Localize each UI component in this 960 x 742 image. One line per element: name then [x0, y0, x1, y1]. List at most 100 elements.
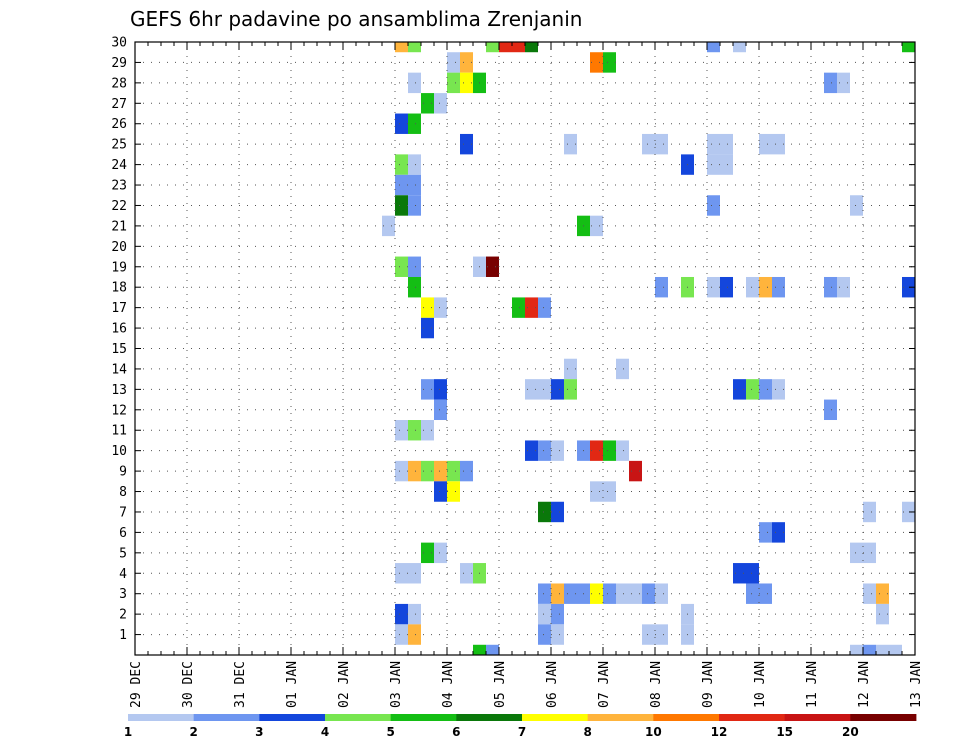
y-axis-labels: 1234567891011121314151617181920212223242…	[111, 36, 127, 644]
precip-cell	[837, 72, 850, 94]
precip-cell	[395, 256, 408, 277]
colorbar-label: 10	[645, 725, 662, 739]
precip-cell	[512, 297, 525, 318]
precip-cell	[408, 624, 421, 645]
precip-cell	[408, 154, 421, 175]
precip-cell	[408, 42, 421, 53]
cells-layer	[382, 42, 915, 655]
precip-cell	[395, 174, 408, 196]
precip-cell	[434, 399, 447, 421]
precip-cell	[525, 440, 538, 461]
colorbar-label: 12	[711, 725, 728, 739]
precip-cell	[395, 624, 408, 645]
x-tick-label: 12 JAN	[857, 661, 872, 708]
y-tick-label: 18	[111, 281, 127, 296]
x-axis-labels: 29 DEC 30 DEC 31 DEC 01 JAN 02 JAN 03 JAN 04 J…	[129, 661, 924, 708]
colorbar-label: 6	[452, 725, 460, 739]
precip-cell	[434, 460, 447, 482]
precip-cell	[850, 542, 863, 564]
precip-cell	[590, 215, 603, 237]
precip-cell	[733, 563, 746, 584]
precip-cell	[473, 644, 486, 655]
y-tick-label: 30	[111, 36, 127, 51]
colorbar-label: 5	[386, 725, 394, 739]
precip-cell	[629, 583, 642, 604]
precip-cell	[863, 501, 876, 523]
precip-cell	[421, 297, 434, 318]
colorbar-swatch	[456, 714, 523, 721]
precip-cell	[863, 583, 876, 604]
precip-cell	[499, 42, 512, 53]
precip-cell	[460, 52, 473, 73]
precip-cell	[486, 42, 499, 53]
colorbar-label: 2	[189, 725, 197, 739]
precip-cell	[538, 379, 551, 400]
precip-cell	[707, 195, 720, 216]
precip-cell	[837, 276, 850, 298]
precip-cell	[538, 440, 551, 461]
precip-cell	[564, 583, 577, 604]
precip-cell	[395, 195, 408, 216]
y-tick-label: 23	[111, 179, 127, 194]
precip-cell	[434, 379, 447, 400]
colorbar-label: 8	[583, 725, 591, 739]
precip-cell	[590, 440, 603, 461]
x-tick-label: 11 JAN	[805, 661, 820, 708]
plot-frame	[134, 41, 916, 656]
precip-cell	[551, 440, 564, 461]
y-tick-label: 8	[119, 485, 127, 500]
precip-cell	[772, 522, 785, 543]
precip-cell	[655, 133, 668, 155]
x-tick-label: 31 DEC	[233, 661, 248, 708]
precip-cell	[603, 583, 616, 604]
precip-cell	[746, 583, 759, 604]
precip-cell	[512, 42, 525, 53]
y-tick-label: 12	[111, 403, 127, 418]
precip-cell	[460, 133, 473, 155]
x-tick-label: 30 DEC	[181, 661, 196, 708]
precip-cell	[772, 133, 785, 155]
precip-cell	[395, 420, 408, 441]
precip-cell	[525, 379, 538, 400]
precip-cell	[850, 644, 863, 655]
x-tick-label: 10 JAN	[753, 661, 768, 708]
precip-cell	[551, 501, 564, 523]
precip-cell	[421, 542, 434, 564]
precip-cell	[824, 276, 837, 298]
y-tick-label: 25	[111, 138, 127, 153]
precip-cell	[720, 133, 733, 155]
colorbar: 1 2 3 4 5 6 7 8 10 12 15 20	[124, 714, 917, 739]
x-tick-label: 08 JAN	[649, 661, 664, 708]
x-tick-label: 13 JAN	[909, 661, 924, 708]
y-tick-label: 22	[111, 199, 127, 214]
precip-cell	[408, 276, 421, 298]
precip-cell	[395, 460, 408, 482]
precip-cell	[590, 481, 603, 502]
precip-cell	[720, 276, 733, 298]
precip-cell	[902, 276, 915, 298]
precip-cell	[655, 583, 668, 604]
colorbar-swatch	[522, 714, 589, 721]
precip-cell	[395, 603, 408, 625]
precip-cell	[395, 42, 408, 53]
x-tick-label: 05 JAN	[493, 661, 508, 708]
precip-cell	[460, 72, 473, 94]
precip-cell	[733, 379, 746, 400]
colorbar-label: 3	[255, 725, 263, 739]
precip-cell	[382, 215, 395, 237]
precip-cell	[408, 113, 421, 134]
precip-cell	[564, 133, 577, 155]
precip-cell	[564, 379, 577, 400]
precip-cell	[759, 379, 772, 400]
precip-cell	[824, 72, 837, 94]
precip-cell	[408, 195, 421, 216]
precip-cell	[902, 42, 915, 53]
y-tick-label: 1	[119, 628, 127, 643]
y-tick-label: 2	[119, 608, 127, 623]
precip-cell	[629, 460, 642, 482]
colorbar-swatch	[128, 714, 195, 721]
precip-cell	[421, 420, 434, 441]
precip-cell	[707, 42, 720, 53]
y-tick-label: 27	[111, 97, 127, 112]
